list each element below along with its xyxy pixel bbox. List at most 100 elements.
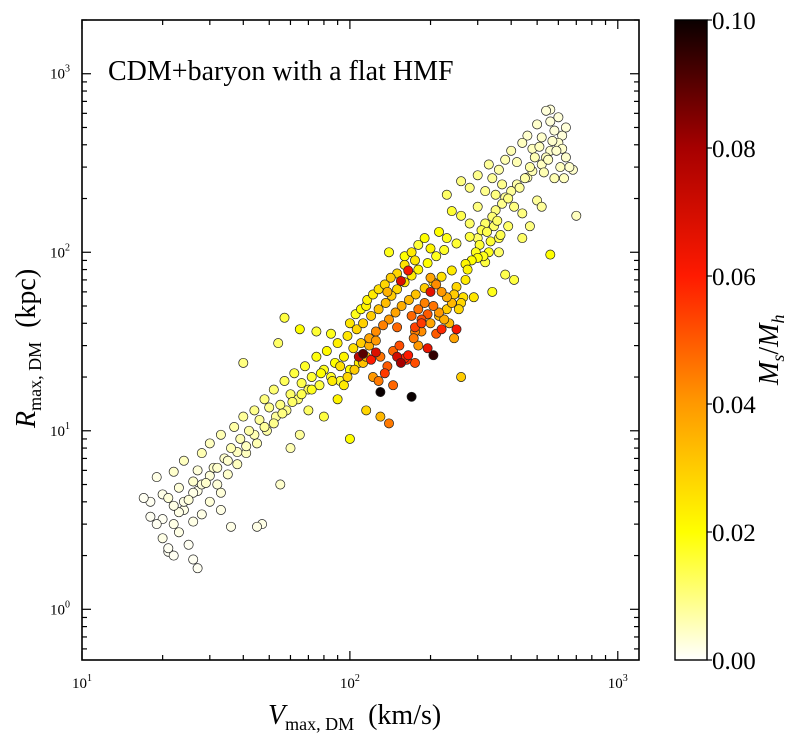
scatter-point [413, 340, 424, 351]
colorbar-label-m1: M [754, 360, 785, 386]
scatter-point [464, 231, 475, 242]
scatter-point [422, 258, 433, 269]
scatter-point [370, 347, 381, 358]
scatter-point [522, 130, 533, 141]
scatter-point [378, 320, 389, 331]
scatter-point [493, 247, 504, 258]
scatter-point [188, 476, 199, 487]
points-layer [138, 104, 582, 574]
scatter-point [188, 487, 199, 498]
scatter-point [403, 295, 414, 305]
scatter-point [163, 543, 174, 554]
scatter-point [464, 218, 475, 229]
scatter-point [446, 265, 457, 276]
scatter-point [384, 418, 394, 429]
scatter-point [545, 116, 556, 127]
scatter-point [422, 343, 433, 354]
scatter-point [375, 411, 386, 422]
scatter-point [318, 411, 329, 422]
scatter-point [344, 433, 355, 444]
scatter-point [358, 318, 369, 329]
scatter-point [294, 324, 305, 335]
scatter-point [294, 429, 305, 440]
y-tick-label-exp: 1 [65, 421, 70, 432]
scatter-point [273, 338, 284, 349]
colorbar-label: Ms/Mh [754, 315, 788, 386]
scatter-point [241, 441, 252, 452]
scatter-point [529, 152, 540, 163]
scatter-point [503, 221, 514, 232]
scatter-point [509, 201, 520, 212]
scatter-point [549, 125, 560, 136]
y-axis-label-unit: (kpc) [11, 269, 42, 328]
scatter-point [200, 478, 211, 488]
scatter-point [366, 310, 377, 321]
x-axis-label-main: V [268, 700, 288, 731]
scatter-point [287, 397, 298, 407]
scatter-point [196, 509, 207, 520]
y-tick-label-exp: 2 [65, 242, 70, 253]
scatter-point [460, 274, 471, 285]
scatter-point [296, 389, 307, 400]
y-axis-label: Rmax, DM (kpc) [11, 269, 45, 429]
scatter-point [390, 307, 401, 318]
scatter-point [413, 264, 424, 275]
scatter-point [403, 350, 414, 361]
x-tick-label-exp: 3 [623, 673, 628, 684]
y-tick-label-base: 10 [50, 67, 65, 83]
scatter-point [382, 286, 393, 297]
scatter-point [551, 145, 562, 156]
scatter-point [483, 159, 494, 170]
scatter-point [332, 338, 343, 349]
colorbar-label-sub1: s [768, 355, 788, 362]
scatter-point [254, 414, 265, 425]
scatter-point [487, 286, 498, 297]
scatter-point [394, 340, 405, 351]
scatter-point [188, 516, 199, 527]
scatter-point [396, 301, 407, 311]
scatter-point [392, 322, 403, 333]
scatter-point [314, 380, 325, 391]
scatter-point [384, 247, 394, 258]
scatter-point [509, 274, 520, 285]
scatter-point [306, 384, 317, 395]
scatter-point [306, 372, 317, 382]
scatter-point [356, 338, 366, 349]
scatter-point [480, 186, 491, 197]
scatter-point [410, 289, 421, 300]
x-tick-label-base: 10 [340, 676, 355, 692]
scatter-point [416, 318, 427, 329]
scatter-point [232, 459, 243, 470]
colorbar-tick-label: 0.02 [712, 520, 756, 547]
scatter-point [342, 330, 353, 341]
x-axis-label-unit: (km/s) [368, 700, 441, 731]
scatter-point [517, 208, 528, 219]
scatter-point [413, 239, 424, 250]
scatter-point [493, 164, 504, 175]
scatter-point [279, 376, 290, 386]
scatter-point [235, 433, 246, 444]
scatter-point [311, 351, 322, 362]
y-tick-label: 102 [50, 242, 70, 261]
scatter-point [338, 380, 349, 391]
scatter-point [332, 394, 343, 405]
chart-title: CDM+baryon with a flat HMF [108, 56, 454, 87]
scatter-point [497, 179, 508, 190]
scatter-point [436, 271, 447, 282]
scatter-point [226, 521, 236, 532]
scatter-point [500, 269, 511, 280]
scatter-point [327, 376, 338, 386]
scatter-point [151, 519, 162, 530]
colorbar-tick-label: 0.04 [712, 392, 756, 419]
scatter-point [335, 361, 346, 372]
scatter-point [517, 137, 528, 148]
scatter-point [500, 154, 511, 165]
scatter-point [428, 301, 439, 311]
scatter-point [379, 368, 390, 379]
y-tick-label-base: 10 [50, 602, 65, 618]
colorbar-tick-label: 0.06 [712, 264, 756, 291]
scatter-point [275, 479, 286, 490]
scatter-point [408, 333, 419, 344]
scatter-point [173, 482, 184, 493]
scatter-point [410, 255, 420, 266]
